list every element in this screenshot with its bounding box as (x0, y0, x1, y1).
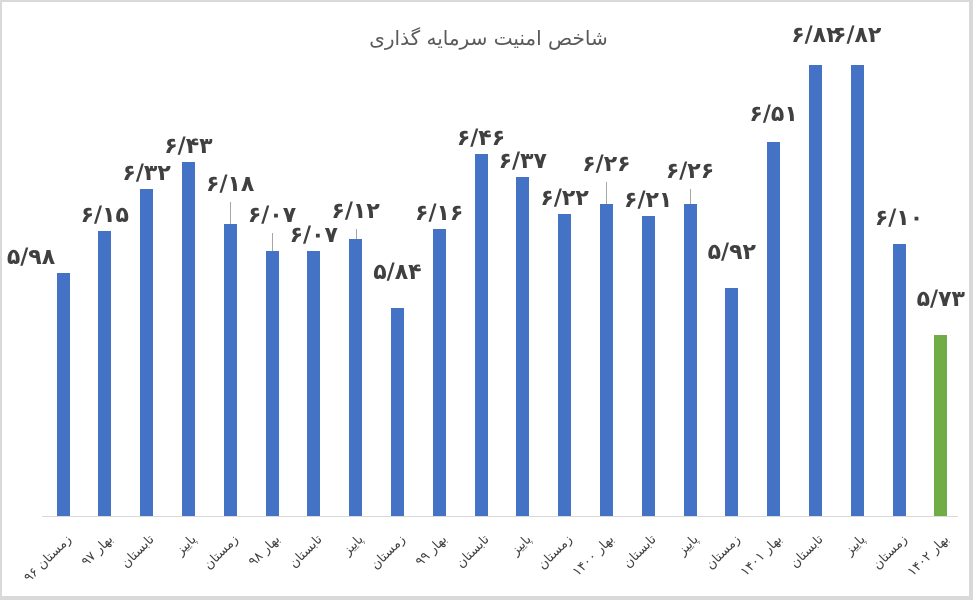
bar (641, 216, 655, 516)
x-axis-tick-label: پاییز (173, 532, 200, 559)
data-label: ۶/۰۷ (247, 202, 297, 228)
x-axis-tick-label: زمستان (201, 532, 242, 573)
leader-line (355, 228, 357, 239)
bar (683, 203, 697, 516)
bar (474, 154, 488, 516)
data-label: ۶/۸۲ (791, 23, 840, 49)
chart-title: شاخص امنیت سرمایه گذاری (369, 26, 608, 50)
bar (349, 238, 363, 516)
bar (181, 161, 195, 516)
bar (516, 176, 530, 516)
x-axis-tick-label: زمستان ۹۶ (21, 532, 75, 586)
data-label: ۵/۹۲ (707, 240, 756, 266)
data-label: ۶/۲۶ (582, 151, 631, 177)
x-axis-tick-label: زمستان (869, 532, 911, 573)
x-axis-tick-label: بهار ۱۴۰۰ (570, 532, 618, 580)
data-label: ۶/۰۷ (289, 222, 338, 248)
bar (934, 335, 948, 516)
bar (808, 65, 822, 516)
leader-line (230, 201, 232, 224)
x-axis-tick-label: پاییز (340, 532, 367, 559)
data-label: ۶/۱۸ (206, 171, 255, 197)
data-label: ۶/۲۲ (540, 185, 589, 211)
bar (265, 250, 279, 516)
x-axis-tick-label: تابستان (620, 532, 660, 572)
data-label: ۶/۲۱ (624, 188, 673, 214)
data-label: ۶/۴۶ (456, 126, 506, 152)
x-axis-tick-label: تابستان (787, 532, 827, 572)
bar (558, 213, 572, 516)
x-axis-tick-label: بهار ۱۴۰۲ (904, 532, 953, 580)
data-label: ۵/۸۴ (373, 259, 422, 285)
leader-line (690, 188, 691, 204)
x-axis-tick-label: تابستان (286, 532, 326, 572)
data-label: ۶/۱۵ (80, 203, 129, 229)
bar (599, 203, 613, 516)
x-axis-tick-label: پاییز (842, 532, 869, 559)
data-label: ۵/۷۳ (916, 287, 965, 313)
bar (390, 307, 404, 516)
data-label: ۶/۳۲ (122, 161, 171, 187)
leader-line (606, 181, 608, 204)
bar (767, 141, 781, 516)
x-axis-tick-label: بهار ۱۴۰۱ (737, 532, 785, 580)
x-axis-tick-label: تابستان (118, 532, 158, 572)
data-label: ۵/۹۸ (6, 245, 56, 271)
leader-line (272, 232, 273, 251)
bar (850, 65, 864, 516)
data-label: ۶/۳۷ (498, 148, 547, 174)
data-label: ۶/۴۳ (164, 133, 213, 159)
data-label: ۶/۱۲ (331, 198, 380, 224)
bar (307, 250, 321, 516)
bar (892, 243, 906, 516)
x-axis-tick-label: بهار ۹۹ (413, 532, 451, 570)
x-axis-tick-label: زمستان (368, 532, 409, 573)
bar (56, 273, 70, 516)
data-label: ۶/۱۶ (415, 200, 464, 226)
bar (725, 288, 739, 516)
x-axis-tick-label: پاییز (507, 532, 535, 559)
bar (432, 228, 446, 516)
data-label: ۶/۵۱ (749, 101, 798, 127)
bar (223, 223, 237, 516)
bar (98, 231, 112, 516)
x-axis-tick-label: بهار ۹۸ (245, 532, 284, 570)
x-axis-tick-label: زمستان (535, 532, 576, 573)
x-axis-tick-label: تابستان (453, 532, 493, 572)
x-axis-tick-label: پاییز (674, 532, 702, 559)
bar (140, 189, 154, 516)
x-axis-tick-label: بهار ۹۷ (78, 532, 117, 570)
x-axis-tick-label: زمستان (702, 532, 744, 573)
data-label: ۶/۱۰ (874, 205, 924, 231)
x-axis-line (42, 516, 958, 517)
data-label: ۶/۸۲ (833, 23, 882, 49)
data-label: ۶/۲۶ (665, 158, 715, 184)
